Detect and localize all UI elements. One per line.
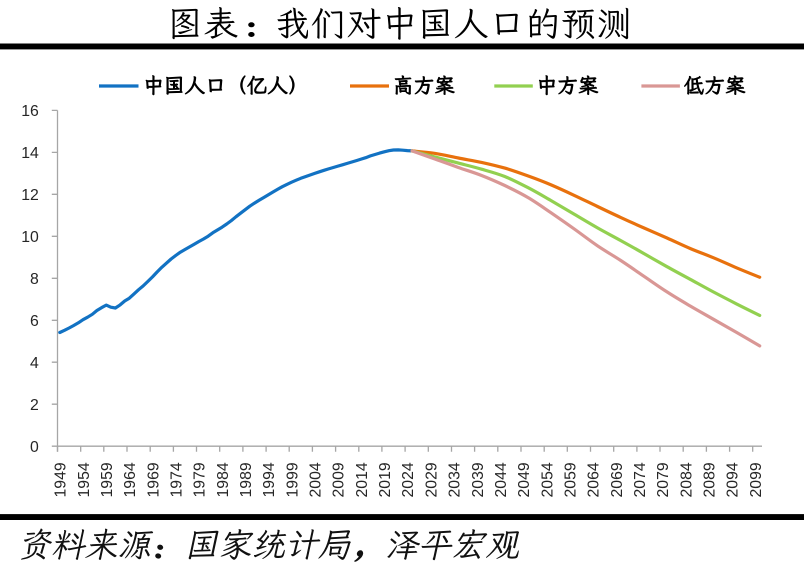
svg-text:2054: 2054 — [539, 462, 556, 497]
svg-text:1979: 1979 — [192, 462, 209, 497]
svg-text:1949: 1949 — [53, 462, 70, 497]
svg-text:0: 0 — [30, 439, 39, 456]
svg-text:2019: 2019 — [377, 462, 394, 497]
svg-text:1969: 1969 — [145, 462, 162, 497]
svg-text:2014: 2014 — [354, 462, 371, 497]
svg-text:1964: 1964 — [122, 462, 139, 497]
svg-text:16: 16 — [21, 103, 39, 120]
svg-text:2094: 2094 — [725, 462, 742, 497]
svg-text:2064: 2064 — [586, 462, 603, 497]
svg-text:12: 12 — [21, 187, 39, 204]
svg-text:14: 14 — [21, 145, 39, 162]
svg-text:10: 10 — [21, 229, 39, 246]
svg-text:8: 8 — [30, 271, 39, 288]
svg-text:2029: 2029 — [423, 462, 440, 497]
svg-text:2039: 2039 — [470, 462, 487, 497]
svg-text:2049: 2049 — [516, 462, 533, 497]
svg-text:4: 4 — [30, 355, 39, 372]
svg-text:2044: 2044 — [493, 462, 510, 497]
svg-text:2034: 2034 — [447, 462, 464, 497]
svg-text:2079: 2079 — [655, 462, 672, 497]
svg-text:2004: 2004 — [308, 462, 325, 497]
svg-text:1984: 1984 — [215, 462, 232, 497]
svg-text:2024: 2024 — [400, 462, 417, 497]
svg-text:6: 6 — [30, 313, 39, 330]
svg-text:2099: 2099 — [748, 462, 765, 497]
svg-text:2: 2 — [30, 397, 39, 414]
svg-text:2009: 2009 — [331, 462, 348, 497]
svg-text:2069: 2069 — [609, 462, 626, 497]
svg-text:1959: 1959 — [99, 462, 116, 497]
svg-text:2084: 2084 — [678, 462, 695, 497]
svg-text:1974: 1974 — [169, 462, 186, 497]
svg-text:1954: 1954 — [76, 462, 93, 497]
svg-text:2074: 2074 — [632, 462, 649, 497]
svg-text:2059: 2059 — [563, 462, 580, 497]
svg-text:1999: 1999 — [284, 462, 301, 497]
svg-text:2089: 2089 — [702, 462, 719, 497]
svg-text:1989: 1989 — [238, 462, 255, 497]
svg-text:1994: 1994 — [261, 462, 278, 497]
